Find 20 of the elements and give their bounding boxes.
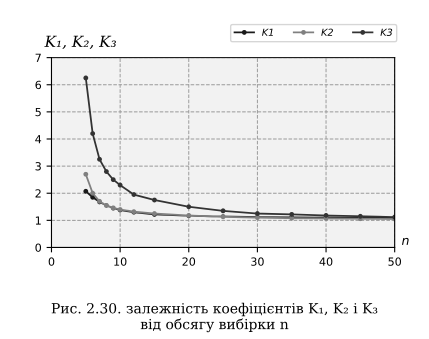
legend-label: K1 (262, 28, 273, 36)
x-tick-label: 10 (114, 257, 126, 266)
y-tick-label: 1 (36, 216, 41, 225)
x-tick-label: 50 (388, 257, 402, 266)
y-tick-label: 4 (35, 135, 42, 144)
x-tick-label: 30 (251, 257, 264, 266)
x-axis-title: n (402, 238, 409, 245)
legend-label: K3 (380, 28, 392, 36)
y-tick-label: 7 (36, 54, 41, 62)
y-tick-label: 5 (36, 108, 41, 116)
text: Рис. 2.30. залежність коефіцієнтів K₁, K₂ і K₃ від обсягу вибірки n (52, 302, 378, 332)
y-tick-label: 0 (35, 243, 42, 252)
y-tick-label: 3 (36, 162, 41, 170)
legend-label: K2 (321, 28, 333, 36)
x-tick-label: 20 (182, 257, 196, 266)
x-tick-label: 0 (48, 257, 54, 266)
x-tick-label: 40 (320, 257, 332, 266)
y-tick-label: 2 (36, 189, 41, 198)
y-tick-label: 6 (35, 80, 42, 90)
y-axis-title: K₁, K₂, K₃ (44, 36, 116, 49)
